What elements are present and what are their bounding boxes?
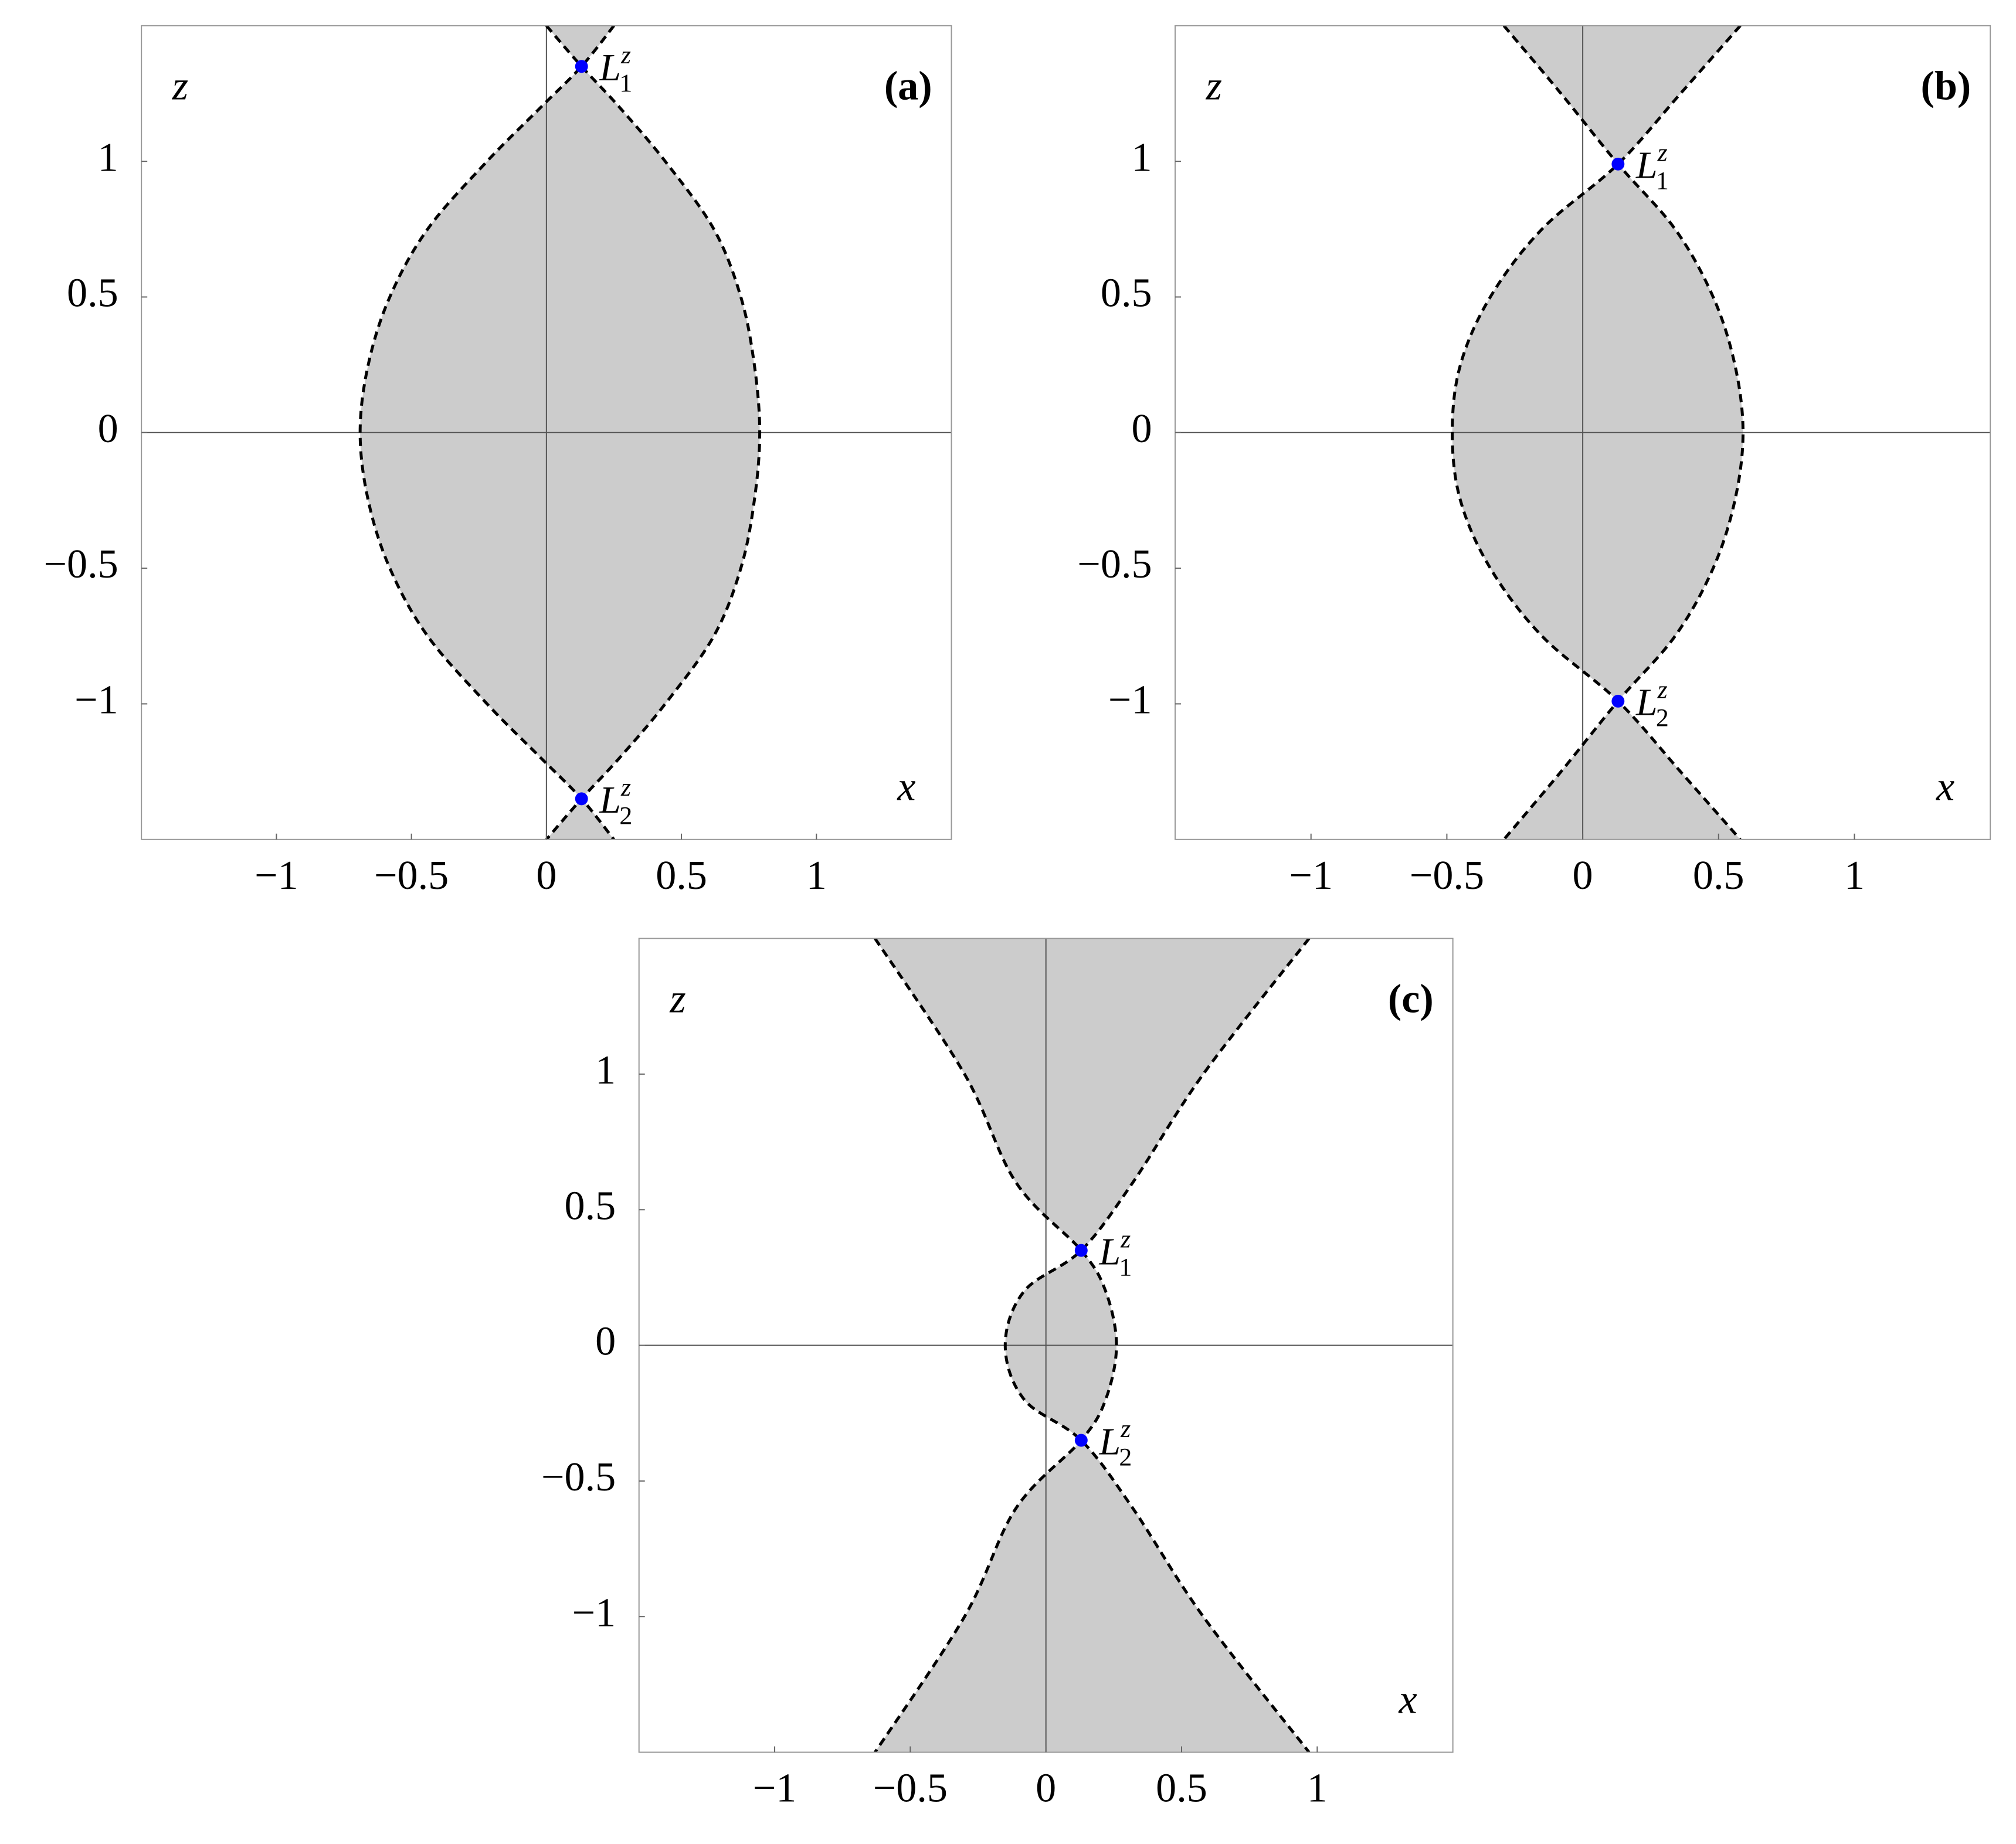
label-sub: 2 <box>1119 1443 1132 1471</box>
y-axis-label: z <box>1206 63 1222 109</box>
y-axis-label: z <box>669 976 685 1021</box>
x-tick-label: 0 <box>536 853 556 898</box>
y-tick-label: −1 <box>1108 677 1152 723</box>
x-tick-label: −1 <box>1289 853 1333 898</box>
point-label: Lz 1 <box>599 41 632 97</box>
x-tick-label: 0.5 <box>1156 1765 1207 1811</box>
x-axis-label: x <box>1399 1676 1417 1722</box>
label-sup: z <box>620 41 631 69</box>
x-tick-label: 1 <box>806 853 827 898</box>
panel-label: (a) <box>884 63 932 109</box>
label-sup: z <box>1657 676 1668 704</box>
label-base: L <box>1635 681 1658 724</box>
y-tick-label: 0 <box>98 406 118 451</box>
lagrange-point <box>575 60 588 73</box>
y-tick-label: −0.5 <box>541 1454 616 1500</box>
point-label: Lz 1 <box>1099 1225 1132 1281</box>
lagrange-point <box>1074 1244 1088 1257</box>
y-tick-label: 1 <box>595 1047 616 1093</box>
x-tick-label: 0.5 <box>656 853 707 898</box>
x-tick-label: 0 <box>1573 853 1593 898</box>
x-tick-label: −0.5 <box>1410 853 1484 898</box>
label-sub: 2 <box>619 802 632 830</box>
y-tick-label: −1 <box>572 1590 616 1635</box>
y-tick-label: −0.5 <box>43 541 118 587</box>
x-tick-label: −0.5 <box>374 853 449 898</box>
x-tick-label: 1 <box>1307 1765 1328 1811</box>
x-tick-label: 1 <box>1844 853 1865 898</box>
lagrange-point <box>575 792 588 806</box>
label-sup: z <box>1120 1225 1131 1253</box>
label-base: L <box>599 46 621 89</box>
lagrange-point <box>1611 694 1625 708</box>
x-tick-label: 0 <box>1036 1765 1056 1811</box>
x-axis-label: x <box>1936 764 1954 810</box>
label-base: L <box>1635 144 1658 187</box>
label-sub: 1 <box>619 69 632 97</box>
y-tick-label: −1 <box>74 677 118 723</box>
x-tick-label: −0.5 <box>873 1765 948 1811</box>
plot-area <box>141 25 952 840</box>
label-base: L <box>1099 1420 1121 1463</box>
x-tick-label: −1 <box>753 1765 797 1811</box>
panel-label: (c) <box>1388 976 1434 1021</box>
lagrange-point <box>1611 157 1625 171</box>
x-tick-label: 0.5 <box>1693 853 1745 898</box>
lagrange-point <box>1074 1434 1088 1447</box>
y-tick-label: 0 <box>595 1319 616 1364</box>
label-sup: z <box>1657 139 1668 167</box>
label-base: L <box>599 779 621 821</box>
boundary-curve <box>1003 938 1311 1753</box>
y-tick-label: 0 <box>1131 406 1152 451</box>
y-tick-label: 0.5 <box>67 270 118 316</box>
point-label: Lz 2 <box>1635 676 1669 732</box>
y-tick-label: 0.5 <box>1101 270 1152 316</box>
label-sup: z <box>1120 1415 1131 1443</box>
label-sub: 1 <box>1656 167 1669 195</box>
label-sub: 1 <box>1119 1254 1132 1282</box>
plot-area <box>639 938 1453 1753</box>
boundary-curve <box>358 25 615 840</box>
x-axis-label: x <box>897 764 915 810</box>
boundary-curve <box>874 938 1118 1753</box>
point-label: Lz 2 <box>1099 1415 1132 1471</box>
label-sub: 2 <box>1656 704 1669 732</box>
y-axis-label: z <box>172 63 188 109</box>
point-label: Lz 2 <box>599 773 632 830</box>
y-tick-label: 1 <box>1131 134 1152 180</box>
boundary-curve <box>545 25 762 840</box>
label-sup: z <box>620 773 631 802</box>
point-label: Lz 1 <box>1635 139 1669 195</box>
y-tick-label: 0.5 <box>565 1183 616 1228</box>
label-base: L <box>1099 1230 1121 1273</box>
panel-label: (b) <box>1921 63 1971 109</box>
y-tick-label: −0.5 <box>1077 541 1152 587</box>
y-tick-label: 1 <box>98 134 118 180</box>
x-tick-label: −1 <box>254 853 298 898</box>
plot-area <box>1175 25 1991 840</box>
